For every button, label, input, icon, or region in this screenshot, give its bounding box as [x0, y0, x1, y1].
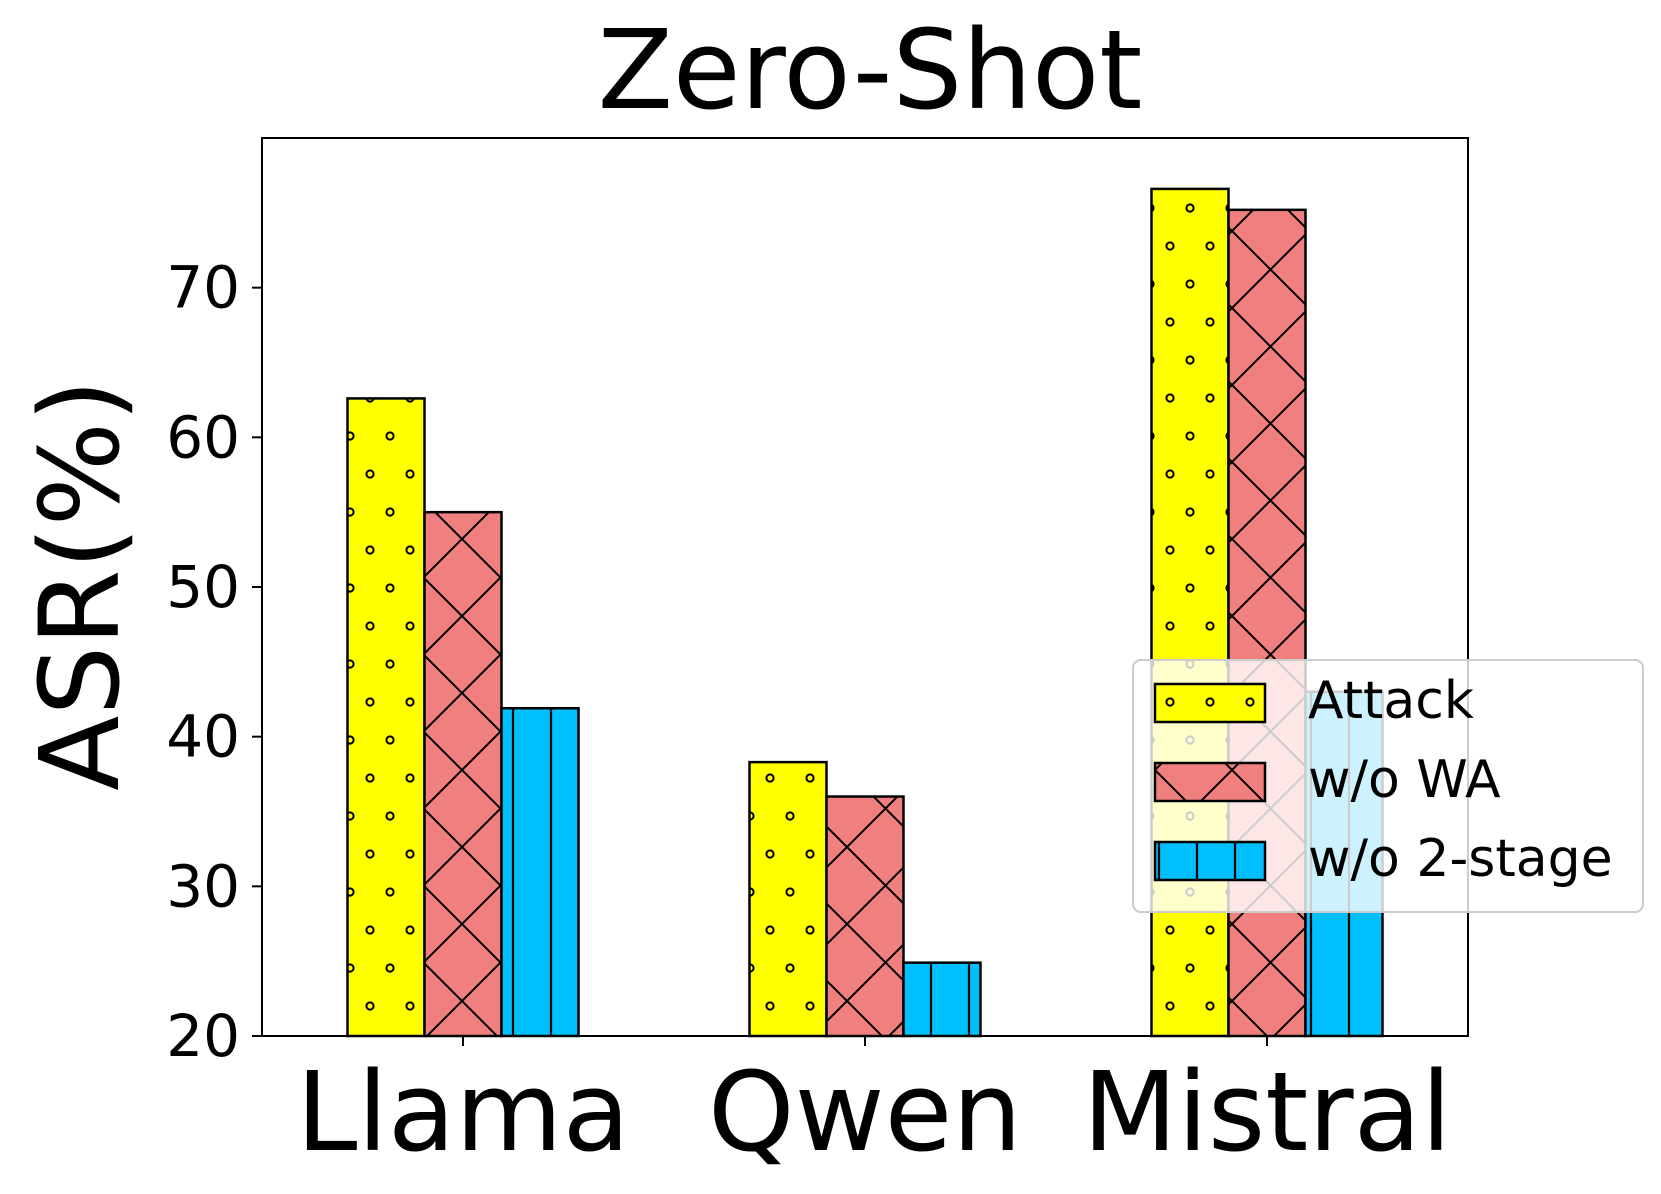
y-axis-label: ASR(%)	[16, 379, 144, 791]
y-tick-label-20: 20	[166, 1002, 240, 1070]
bar-hatch	[500, 706, 580, 1038]
axes-group: 20 30 40 50 60 70 Llama Qwen Mistral	[166, 137, 1469, 1176]
y-tick-label-30: 30	[166, 852, 240, 920]
x-tick-label-mistral: Mistral	[1082, 1048, 1451, 1176]
y-tick-label-70: 70	[166, 254, 240, 322]
bar-hatch	[423, 510, 503, 1038]
legend-item-w-o-2-stage: w/o 2-stage	[1153, 829, 1613, 889]
chart-title: Zero-Shot	[598, 6, 1143, 134]
bar-hatch	[902, 961, 982, 1038]
legend-item-attack: Attack	[1153, 671, 1474, 731]
legend-label: w/o 2-stage	[1308, 829, 1613, 889]
legend-swatch	[1153, 761, 1267, 803]
legend-swatch	[1153, 840, 1267, 882]
bar-llama-attack	[346, 397, 426, 1038]
bar-qwen-w-o-wa	[825, 795, 905, 1038]
y-tick-label-50: 50	[166, 553, 240, 621]
x-tick-label-qwen: Qwen	[708, 1048, 1022, 1176]
x-tick-label-llama: Llama	[296, 1048, 630, 1176]
bar-qwen-attack	[748, 760, 828, 1038]
legend-label: Attack	[1308, 671, 1474, 731]
legend-swatch	[1153, 682, 1267, 724]
bar-llama-w-o-2-stage	[500, 706, 580, 1038]
legend-label: w/o WA	[1308, 750, 1501, 810]
bar-qwen-w-o-2-stage	[902, 961, 982, 1038]
legend-item-w-o-wa: w/o WA	[1153, 750, 1501, 810]
legend: Attack w/o WA w/o 2-stage	[1132, 659, 1644, 913]
y-tick-label-60: 60	[166, 403, 240, 471]
y-tick-label-40: 40	[166, 703, 240, 771]
bar-hatch	[825, 795, 905, 1038]
bar-hatch	[748, 760, 828, 1038]
bar-hatch	[346, 397, 426, 1038]
bar-llama-w-o-wa	[423, 510, 503, 1038]
